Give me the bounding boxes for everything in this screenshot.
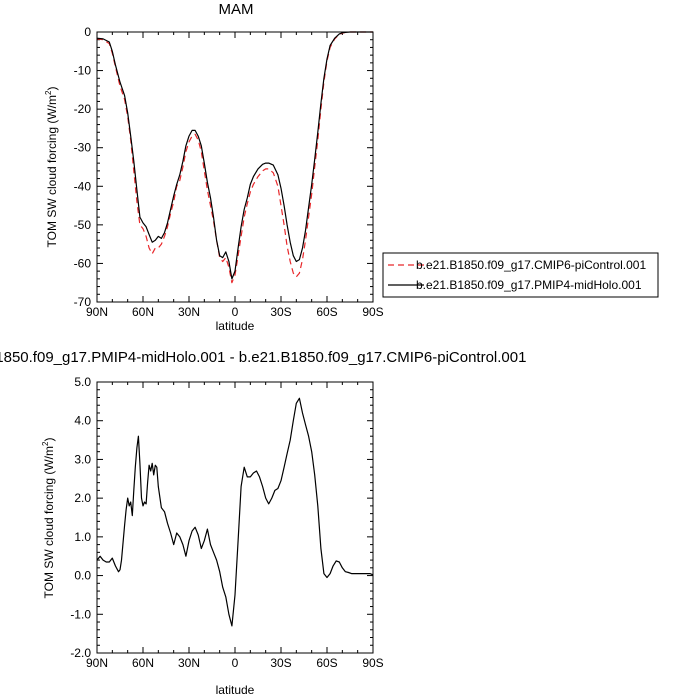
y-tick-label: -2.0 xyxy=(70,646,91,660)
y-tick-label: 1.0 xyxy=(74,530,91,544)
x-tick-label: 90N xyxy=(86,305,108,319)
series-line-midholo xyxy=(96,31,373,280)
bottom-panel: b.e21.B1850.f09_g17.PMIP4-midHolo.001 - … xyxy=(0,349,526,697)
x-axis-label-bottom: latitude xyxy=(216,683,255,697)
y-tick-label: -60 xyxy=(74,256,92,270)
x-tick-label: 90N xyxy=(86,656,108,670)
x-tick-label: 60N xyxy=(132,305,154,319)
y-tick-label: 0.0 xyxy=(74,569,91,583)
top-panel: MAM 90N 60N 30N 0 30S 60S 90S 0 -10 -20 -30 -40 -50 -… xyxy=(44,1,384,333)
chart-title: MAM xyxy=(219,1,254,18)
top-plot-frame xyxy=(96,31,374,303)
x-tick-label: 30S xyxy=(270,305,291,319)
series-line-difference xyxy=(96,397,374,627)
y-tick-label: 4.0 xyxy=(74,414,91,428)
x-tick-label: 0 xyxy=(232,305,239,319)
y-tick-label: -50 xyxy=(74,218,92,232)
x-tick-label: 60S xyxy=(316,305,337,319)
x-tick-label: 30S xyxy=(270,656,291,670)
y-axis-label-end: ) xyxy=(45,87,59,91)
x-axis-label: latitude xyxy=(216,319,255,333)
legend-box xyxy=(382,252,659,298)
y-tick-label: 2.0 xyxy=(74,491,91,505)
top-axis-ticks: 90N 60N 30N 0 30S 60S 90S 0 -10 -20 -30 -40 -50 -60 -7… xyxy=(74,25,384,319)
x-tick-label: 60N xyxy=(132,656,154,670)
y-axis-label-bottom: TOM SW cloud forcing (W/m2) xyxy=(41,438,56,599)
top-series-lines xyxy=(96,31,373,284)
y-tick-label: -1.0 xyxy=(70,607,91,621)
legend: b.e21.B1850.f09_g17.CMIP6-piControl.001 … xyxy=(382,252,659,298)
bottom-axis-ticks: 90N 60N 30N 0 30S 60S 90S 5.0 4.0 3.0 2.0 1.0 0.0 -1.… xyxy=(70,375,383,670)
y-tick-label: -70 xyxy=(74,295,92,309)
x-tick-label: 30N xyxy=(178,305,200,319)
bottom-plot-frame xyxy=(96,381,374,654)
series-line-picontrol xyxy=(96,31,373,284)
y-tick-label: -20 xyxy=(74,102,92,116)
y-axis-label: TOM SW cloud forcing (W/m2) xyxy=(44,87,59,248)
y-axis-label-superscript: 2 xyxy=(44,90,53,95)
y-axis-label-bottom-end: ) xyxy=(42,438,56,442)
y-axis-label-bottom-superscript: 2 xyxy=(41,441,50,446)
y-tick-label: -10 xyxy=(74,64,92,78)
x-tick-label: 60S xyxy=(316,656,337,670)
y-axis-label-text: TOM SW cloud forcing (W/m xyxy=(45,95,59,247)
y-tick-label: 5.0 xyxy=(74,375,91,389)
x-tick-label: 90S xyxy=(362,656,383,670)
bottom-series-lines xyxy=(96,397,374,627)
y-tick-label: -40 xyxy=(74,179,92,193)
y-tick-label: -30 xyxy=(74,141,92,155)
legend-label-picontrol: b.e21.B1850.f09_g17.CMIP6-piControl.001 xyxy=(416,258,646,272)
x-tick-label: 30N xyxy=(178,656,200,670)
y-tick-label: 3.0 xyxy=(74,452,91,466)
legend-label-midholo: b.e21.B1850.f09_g17.PMIP4-midHolo.001 xyxy=(416,278,642,292)
difference-chart-title: b.e21.B1850.f09_g17.PMIP4-midHolo.001 - … xyxy=(0,349,526,366)
x-tick-label: 90S xyxy=(362,305,383,319)
y-axis-label-bottom-text: TOM SW cloud forcing (W/m xyxy=(42,446,56,598)
y-tick-label: 0 xyxy=(84,25,91,39)
x-tick-label: 0 xyxy=(232,656,239,670)
